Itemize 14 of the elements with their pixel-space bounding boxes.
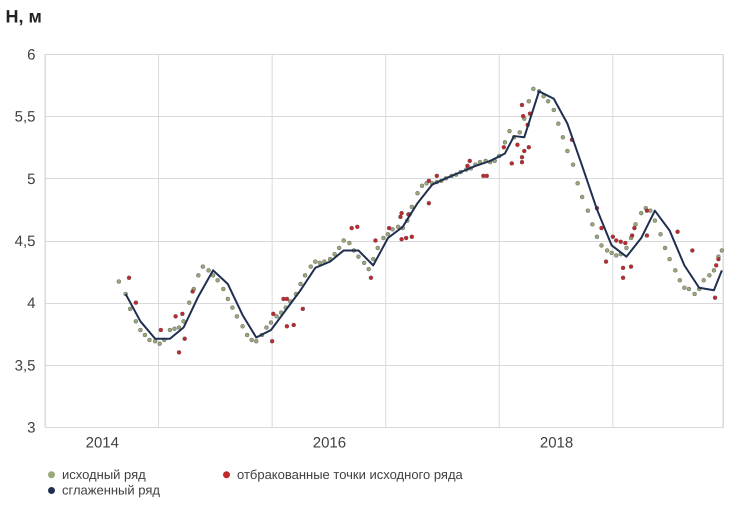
y-tick-label: 5,5 xyxy=(14,108,36,126)
legend-label: отбракованные точки исходного ряда xyxy=(237,466,464,482)
x-tick-label: 2014 xyxy=(86,434,119,452)
y-tick-label: 4,5 xyxy=(14,233,36,250)
x-tick-label: 2016 xyxy=(312,434,346,452)
y-tick-label: 3,5 xyxy=(14,357,36,374)
y-tick-label: 3 xyxy=(27,420,36,436)
legend-label: исходный ряд xyxy=(62,466,146,482)
y-axis-title: Н, м xyxy=(6,6,42,26)
y-tick-label: 6 xyxy=(27,46,36,64)
legend-label: сглаженный ряд xyxy=(62,482,160,498)
y-tick-label: 4 xyxy=(27,295,36,312)
x-tick-label: 2018 xyxy=(540,434,574,452)
y-tick-label: 5 xyxy=(27,170,36,188)
